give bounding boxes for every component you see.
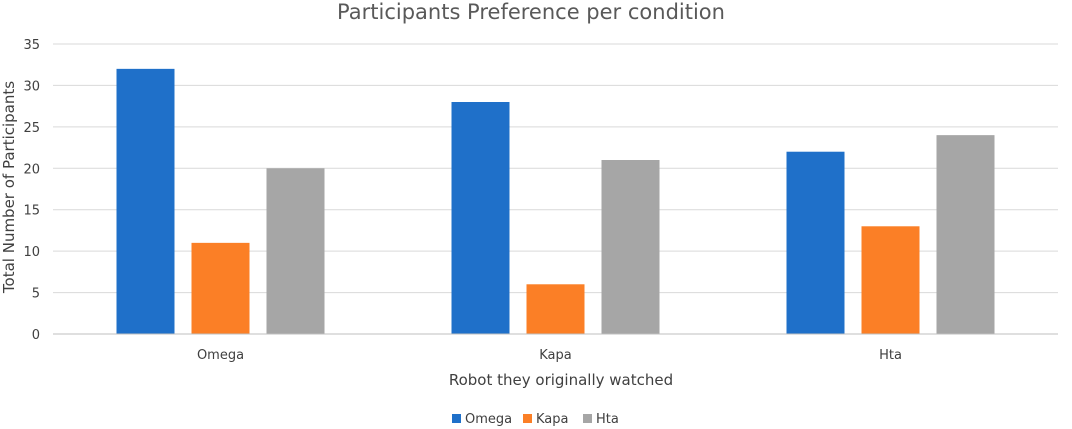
y-tick-label: 15 <box>23 204 40 219</box>
y-axis-ticks: 0 5 10 15 20 25 30 35 <box>23 38 40 343</box>
bar-kapa-omega <box>191 242 250 334</box>
bar-omega-omega <box>116 68 175 334</box>
y-axis-title: Total Number of Participants <box>0 81 18 294</box>
bar-hta-kapa <box>601 160 660 334</box>
y-tick-label: 30 <box>23 79 40 94</box>
x-tick-label: Hta <box>879 348 902 363</box>
legend: Omega Kapa Hta <box>452 412 619 427</box>
legend-swatch-kapa <box>523 414 532 423</box>
legend-swatch-hta <box>583 414 592 423</box>
bar-omega-kapa <box>451 102 510 334</box>
legend-label-kapa: Kapa <box>536 412 568 427</box>
x-axis-title: Robot they originally watched <box>449 371 673 389</box>
bar-kapa-hta <box>861 226 920 334</box>
legend-label-hta: Hta <box>596 412 619 427</box>
bar-kapa-kapa <box>526 284 585 334</box>
legend-label-omega: Omega <box>465 412 512 427</box>
y-tick-label: 10 <box>23 245 40 260</box>
y-tick-label: 20 <box>23 162 40 177</box>
bar-hta-hta <box>936 135 995 334</box>
x-axis-ticks: Omega Kapa Hta <box>197 348 902 363</box>
x-tick-label: Kapa <box>539 348 571 363</box>
bars <box>116 68 995 334</box>
bar-hta-omega <box>266 168 325 334</box>
x-tick-label: Omega <box>197 348 244 363</box>
y-tick-label: 0 <box>32 328 40 343</box>
y-tick-label: 35 <box>23 38 40 53</box>
bar-omega-hta <box>786 151 845 334</box>
chart-title: Participants Preference per condition <box>337 0 725 24</box>
y-tick-label: 25 <box>23 121 40 136</box>
y-tick-label: 5 <box>32 287 40 302</box>
legend-swatch-omega <box>452 414 461 423</box>
